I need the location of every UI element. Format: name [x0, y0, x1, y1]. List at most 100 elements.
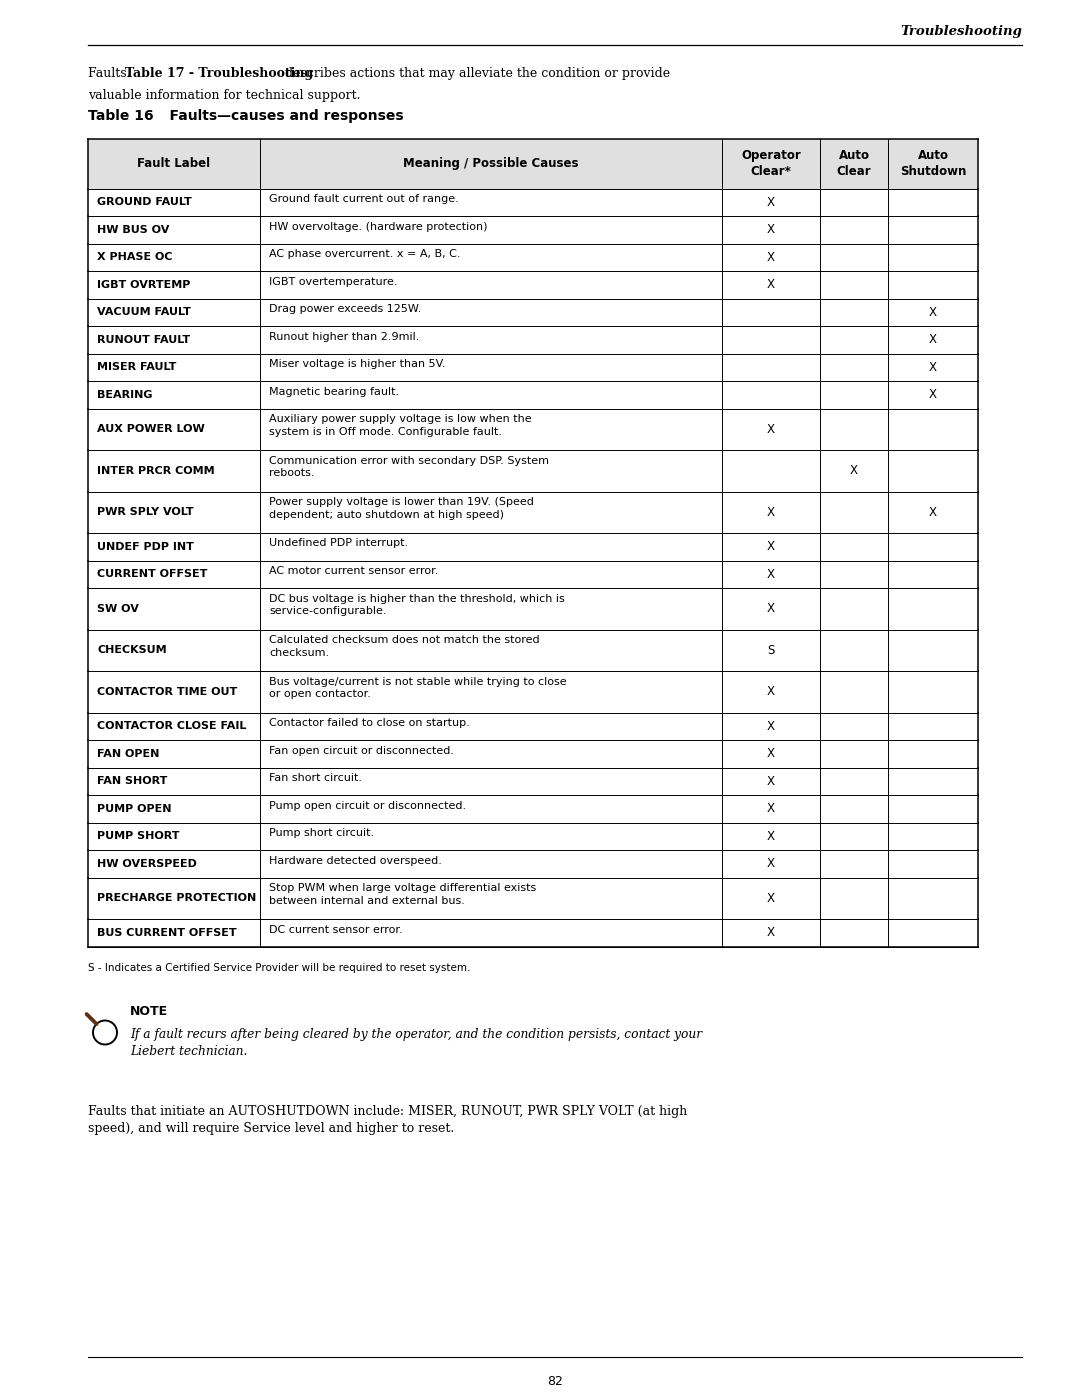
Text: X: X: [767, 891, 775, 905]
Text: Calculated checksum does not match the stored
checksum.: Calculated checksum does not match the s…: [269, 636, 540, 658]
Text: Pump open circuit or disconnected.: Pump open circuit or disconnected.: [269, 800, 467, 810]
Text: X: X: [929, 334, 937, 346]
Text: S: S: [767, 644, 774, 657]
Text: PRECHARGE PROTECTION: PRECHARGE PROTECTION: [97, 893, 256, 904]
Bar: [87, 630, 978, 671]
Text: X: X: [767, 567, 775, 581]
Text: HW overvoltage. (hardware protection): HW overvoltage. (hardware protection): [269, 222, 487, 232]
Text: AUX POWER LOW: AUX POWER LOW: [97, 425, 205, 434]
Bar: [87, 534, 978, 560]
Text: Miser voltage is higher than 5V.: Miser voltage is higher than 5V.: [269, 359, 446, 369]
Bar: [87, 243, 978, 271]
Text: SW OV: SW OV: [97, 604, 139, 613]
Bar: [87, 353, 978, 381]
Bar: [87, 588, 978, 630]
Text: X: X: [767, 830, 775, 842]
Text: X: X: [767, 224, 775, 236]
Text: 82: 82: [548, 1375, 563, 1389]
Text: RUNOUT FAULT: RUNOUT FAULT: [97, 335, 190, 345]
Text: X: X: [767, 686, 775, 698]
Bar: [87, 740, 978, 767]
Bar: [87, 326, 978, 353]
Bar: [87, 450, 978, 492]
Text: MISER FAULT: MISER FAULT: [97, 362, 176, 372]
Text: X: X: [767, 926, 775, 939]
Bar: [87, 408, 978, 450]
Text: CHECKSUM: CHECKSUM: [97, 645, 166, 655]
Text: HW BUS OV: HW BUS OV: [97, 225, 170, 235]
Bar: [87, 492, 978, 534]
Text: Runout higher than 2.9mil.: Runout higher than 2.9mil.: [269, 331, 419, 341]
Text: X: X: [767, 719, 775, 733]
Text: CURRENT OFFSET: CURRENT OFFSET: [97, 569, 207, 580]
Text: VACUUM FAULT: VACUUM FAULT: [97, 307, 191, 317]
Bar: [87, 823, 978, 849]
Bar: [87, 189, 978, 217]
Text: PUMP SHORT: PUMP SHORT: [97, 831, 179, 841]
Bar: [87, 795, 978, 823]
Text: Troubleshooting: Troubleshooting: [900, 25, 1022, 38]
Bar: [87, 381, 978, 408]
Text: X: X: [929, 306, 937, 319]
Text: Faults.: Faults.: [87, 67, 135, 80]
Text: X: X: [767, 250, 775, 264]
Text: Faults—causes and responses: Faults—causes and responses: [150, 109, 404, 123]
Text: If a fault recurs after being cleared by the operator, and the condition persist: If a fault recurs after being cleared by…: [130, 1028, 702, 1058]
Bar: [87, 767, 978, 795]
Text: Auto
Clear: Auto Clear: [837, 149, 872, 179]
Text: AC motor current sensor error.: AC motor current sensor error.: [269, 566, 438, 576]
Text: UNDEF PDP INT: UNDEF PDP INT: [97, 542, 194, 552]
Text: HW OVERSPEED: HW OVERSPEED: [97, 859, 197, 869]
Text: Pump short circuit.: Pump short circuit.: [269, 828, 374, 838]
Text: Meaning / Possible Causes: Meaning / Possible Causes: [403, 158, 579, 170]
Text: Stop PWM when large voltage differential exists
between internal and external bu: Stop PWM when large voltage differential…: [269, 883, 537, 905]
Text: X: X: [767, 802, 775, 816]
Text: INTER PRCR COMM: INTER PRCR COMM: [97, 465, 215, 476]
Text: X: X: [767, 541, 775, 553]
Text: AC phase overcurrent. x = A, B, C.: AC phase overcurrent. x = A, B, C.: [269, 249, 460, 258]
Text: X: X: [767, 506, 775, 518]
Text: X: X: [767, 423, 775, 436]
Text: DC bus voltage is higher than the threshold, which is
service-configurable.: DC bus voltage is higher than the thresh…: [269, 594, 565, 616]
Text: Ground fault current out of range.: Ground fault current out of range.: [269, 194, 459, 204]
Text: X: X: [929, 360, 937, 374]
Bar: [87, 138, 978, 189]
Text: BUS CURRENT OFFSET: BUS CURRENT OFFSET: [97, 928, 237, 937]
Bar: [87, 299, 978, 326]
Text: X: X: [929, 506, 937, 518]
Text: Table 17 - Troubleshooting: Table 17 - Troubleshooting: [124, 67, 313, 80]
Text: Fault Label: Fault Label: [137, 158, 211, 170]
Text: X: X: [767, 602, 775, 615]
Text: Table 16: Table 16: [87, 109, 153, 123]
Text: describes actions that may alleviate the condition or provide: describes actions that may alleviate the…: [281, 67, 670, 80]
Text: FAN OPEN: FAN OPEN: [97, 749, 160, 759]
Text: Power supply voltage is lower than 19V. (Speed
dependent; auto shutdown at high : Power supply voltage is lower than 19V. …: [269, 497, 534, 520]
Bar: [87, 217, 978, 243]
Text: X: X: [929, 388, 937, 401]
Text: PWR SPLY VOLT: PWR SPLY VOLT: [97, 507, 193, 517]
Text: Fan open circuit or disconnected.: Fan open circuit or disconnected.: [269, 746, 454, 756]
Bar: [87, 877, 978, 919]
Bar: [87, 919, 978, 947]
Text: IGBT OVRTEMP: IGBT OVRTEMP: [97, 279, 190, 289]
Bar: [87, 560, 978, 588]
Text: PUMP OPEN: PUMP OPEN: [97, 803, 172, 813]
Text: Auxiliary power supply voltage is low when the
system is in Off mode. Configurab: Auxiliary power supply voltage is low wh…: [269, 414, 531, 437]
Text: X: X: [767, 196, 775, 208]
Text: Operator
Clear*: Operator Clear*: [741, 149, 801, 179]
Text: Communication error with secondary DSP. System
reboots.: Communication error with secondary DSP. …: [269, 455, 549, 478]
Bar: [87, 671, 978, 712]
Text: Faults that initiate an AUTOSHUTDOWN include: MISER, RUNOUT, PWR SPLY VOLT (at h: Faults that initiate an AUTOSHUTDOWN inc…: [87, 1105, 687, 1134]
Text: Contactor failed to close on startup.: Contactor failed to close on startup.: [269, 718, 470, 728]
Text: IGBT overtemperature.: IGBT overtemperature.: [269, 277, 397, 286]
Text: CONTACTOR CLOSE FAIL: CONTACTOR CLOSE FAIL: [97, 721, 246, 731]
Text: GROUND FAULT: GROUND FAULT: [97, 197, 192, 207]
Text: Drag power exceeds 125W.: Drag power exceeds 125W.: [269, 305, 421, 314]
Text: Auto
Shutdown: Auto Shutdown: [900, 149, 967, 179]
Text: X PHASE OC: X PHASE OC: [97, 253, 173, 263]
Text: valuable information for technical support.: valuable information for technical suppo…: [87, 88, 361, 102]
Text: Undefined PDP interrupt.: Undefined PDP interrupt.: [269, 538, 408, 549]
Text: BEARING: BEARING: [97, 390, 152, 400]
Text: S - Indicates a Certified Service Provider will be required to reset system.: S - Indicates a Certified Service Provid…: [87, 963, 471, 972]
Text: DC current sensor error.: DC current sensor error.: [269, 925, 403, 935]
